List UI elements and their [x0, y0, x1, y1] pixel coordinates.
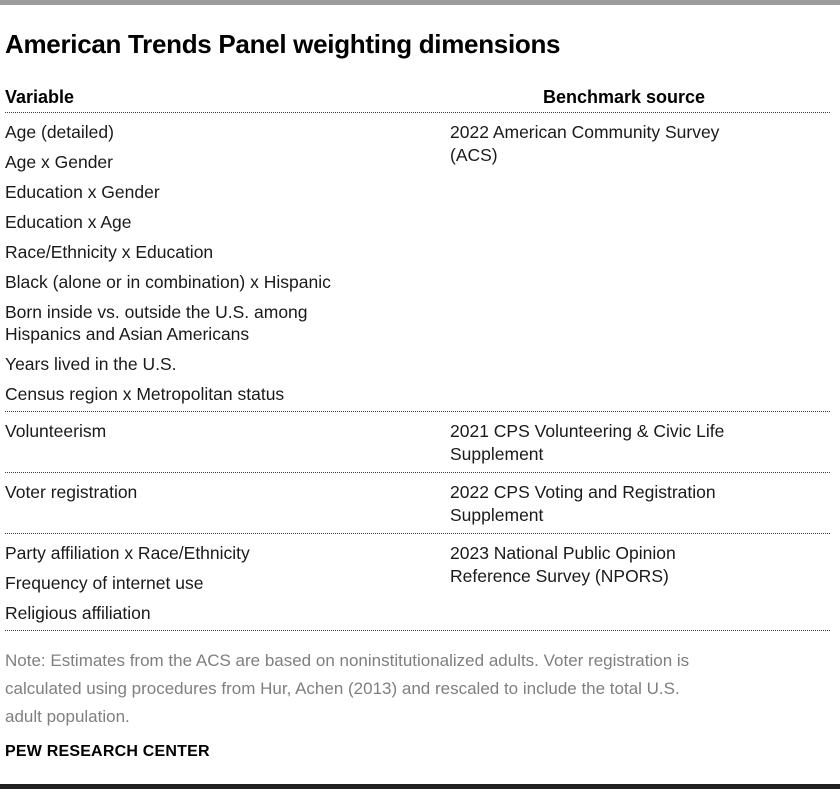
variable-cell: Age (detailed) Age x Gender Education x … [5, 121, 445, 405]
benchmark-source-line: 2023 National Public Opinion [450, 543, 676, 563]
benchmark-source-line: Reference Survey (NPORS) [450, 566, 669, 586]
variable-cell: Party affiliation x Race/Ethnicity Frequ… [5, 542, 445, 624]
variable-label: Years lived in the U.S. [5, 354, 177, 374]
variable-label: Volunteerism [5, 421, 107, 441]
table-row-voter-registration: Voter registration 2022 CPS Voting and R… [5, 473, 830, 534]
benchmark-source-cell: 2023 National Public Opinion Reference S… [445, 542, 830, 624]
variable-label: Voter registration [5, 482, 138, 502]
benchmark-source-line: 2022 CPS Voting and Registration [450, 482, 716, 502]
table-row-volunteerism: Volunteerism 2021 CPS Volunteering & Civ… [5, 412, 830, 473]
benchmark-source-cell: 2021 CPS Volunteering & Civic Life Suppl… [445, 420, 830, 466]
table-row-acs: Age (detailed) Age x Gender Education x … [5, 113, 830, 412]
note-line: Note: Estimates from the ACS are based o… [5, 651, 690, 670]
benchmark-source-line: (ACS) [450, 145, 498, 165]
figure-content: American Trends Panel weighting dimensio… [0, 29, 840, 761]
variable-label: Black (alone or in combination) x Hispan… [5, 272, 331, 292]
benchmark-source-cell: 2022 American Community Survey (ACS) [445, 121, 830, 405]
variable-label: Religious affiliation [5, 603, 151, 623]
table-header-row: Variable Benchmark source [5, 86, 830, 113]
table-row-npors: Party affiliation x Race/Ethnicity Frequ… [5, 534, 830, 631]
variable-cell: Volunteerism [5, 420, 445, 466]
variable-label: Census region x Metropolitan status [5, 384, 285, 404]
variable-label: Age x Gender [5, 152, 113, 172]
note-line: calculated using procedures from Hur, Ac… [5, 679, 680, 698]
variable-label: Education x Age [5, 212, 132, 232]
note-line: adult population. [5, 707, 130, 726]
column-header-variable: Variable [5, 87, 75, 107]
figure-note: Note: Estimates from the ACS are based o… [5, 647, 830, 731]
variable-cell: Voter registration [5, 481, 445, 527]
benchmark-source-line: 2022 American Community Survey [450, 122, 720, 142]
variable-label: Age (detailed) [5, 122, 114, 142]
variable-label: Education x Gender [5, 182, 160, 202]
benchmark-source-line: 2021 CPS Volunteering & Civic Life [450, 421, 725, 441]
variable-label: Born inside vs. outside the U.S. among H… [5, 302, 308, 344]
variable-label: Frequency of internet use [5, 573, 204, 593]
pew-research-center-wordmark: PEW RESEARCH CENTER [5, 743, 210, 760]
benchmark-source-line: Supplement [450, 505, 544, 525]
bottom-rule [0, 784, 840, 789]
column-header-benchmark-source: Benchmark source [543, 87, 706, 107]
benchmark-source-cell: 2022 CPS Voting and Registration Supplem… [445, 481, 830, 527]
variable-label: Race/Ethnicity x Education [5, 242, 214, 262]
variable-label: Party affiliation x Race/Ethnicity [5, 543, 250, 563]
top-rule [0, 0, 840, 5]
benchmark-source-line: Supplement [450, 444, 544, 464]
figure-title: American Trends Panel weighting dimensio… [5, 29, 561, 59]
